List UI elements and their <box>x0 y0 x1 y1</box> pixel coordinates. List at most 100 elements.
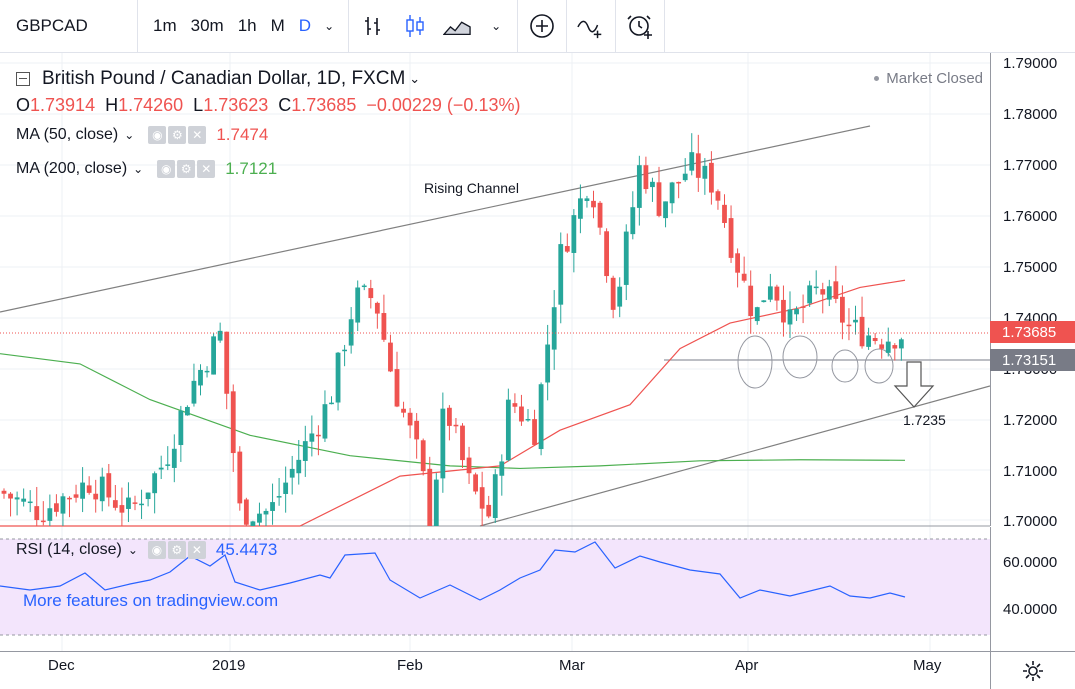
gear-icon[interactable]: ⚙ <box>177 160 196 178</box>
candle-body <box>663 201 668 219</box>
candle-body <box>276 496 282 498</box>
close-icon[interactable]: ✕ <box>188 126 207 144</box>
candle-body <box>270 502 275 511</box>
candle-body <box>224 331 230 394</box>
candle-body <box>335 352 341 403</box>
candle-body <box>73 494 79 498</box>
candle-style-icon[interactable] <box>401 12 429 40</box>
ma50-line <box>0 279 906 527</box>
candle-body <box>145 492 151 500</box>
support-price-tag: 1.73151 <box>990 349 1075 371</box>
candle-body <box>368 288 374 299</box>
rsi-axis[interactable]: 60.0000 40.0000 <box>990 527 1075 651</box>
interval-1h[interactable]: 1h <box>237 16 257 35</box>
support-ellipse <box>782 335 818 379</box>
candle-body <box>676 181 682 184</box>
alert-group <box>616 0 666 53</box>
candle-body <box>892 345 898 349</box>
watermark-link[interactable]: More features on tradingview.com <box>23 591 279 610</box>
interval-30m[interactable]: 30m <box>190 16 224 35</box>
time-axis[interactable]: Dec 2019 Feb Mar Apr May <box>0 651 990 689</box>
series-title-row: British Pound / Canadian Dollar, 1D, FXC… <box>16 66 530 92</box>
bar-style-icon[interactable] <box>359 12 387 40</box>
price-tick: 1.76000 <box>1003 208 1058 225</box>
candle-body <box>263 510 269 515</box>
candle-body <box>198 369 203 386</box>
candle-body <box>191 380 197 404</box>
eye-icon[interactable]: ◉ <box>157 160 176 178</box>
candle-body <box>40 520 46 523</box>
candle-body <box>158 467 164 470</box>
candle-body <box>86 485 92 493</box>
candle-body <box>767 286 773 300</box>
low-value: 1.73623 <box>203 94 269 115</box>
candle-body <box>171 448 177 468</box>
candle-body <box>14 497 20 500</box>
candle-body <box>846 324 852 327</box>
ma50-caret-icon[interactable]: ⌄ <box>124 128 135 142</box>
eye-icon[interactable]: ◉ <box>148 126 167 144</box>
interval-dropdown-icon[interactable]: ⌄ <box>324 19 335 33</box>
ma200-legend[interactable]: MA (200, close) ⌄ ◉ ⚙ ✕ 1.7121 <box>16 152 530 186</box>
rsi-tick: 60.0000 <box>1003 554 1058 571</box>
time-label: May <box>913 657 942 674</box>
interval-day[interactable]: D <box>298 16 312 35</box>
candle-body <box>283 482 289 494</box>
ma50-legend[interactable]: MA (50, close) ⌄ ◉ ⚙ ✕ 1.7474 <box>16 118 530 152</box>
ma200-line <box>0 353 906 470</box>
candle-body <box>813 286 819 289</box>
low-label: L <box>193 94 204 115</box>
candle-body <box>401 408 406 413</box>
close-icon[interactable]: ✕ <box>197 160 216 178</box>
support-ellipse <box>737 335 773 389</box>
alert-icon[interactable] <box>626 12 654 40</box>
price-tick: 1.75000 <box>1003 259 1058 276</box>
candle-body <box>610 277 616 310</box>
candle-body <box>237 451 243 504</box>
gear-icon[interactable]: ⚙ <box>168 126 187 144</box>
collapse-icon[interactable] <box>16 72 30 86</box>
interval-month[interactable]: M <box>270 16 285 35</box>
eye-icon[interactable]: ◉ <box>147 541 166 559</box>
candle-body <box>499 461 505 476</box>
price-tick: 1.70000 <box>1003 513 1058 530</box>
gear-icon[interactable]: ⚙ <box>167 541 186 559</box>
candle-body <box>414 420 420 440</box>
market-status-text: Market Closed <box>886 70 983 87</box>
candle-body <box>126 497 131 509</box>
candle-body <box>342 349 347 352</box>
candle-body <box>538 384 544 450</box>
candle-body <box>447 407 452 426</box>
rsi-legend[interactable]: RSI (14, close) ⌄ ◉ ⚙ ✕ 45.4473 <box>16 540 277 560</box>
candle-body <box>47 508 53 521</box>
candle-body <box>558 244 564 305</box>
open-value: 1.73914 <box>30 94 96 115</box>
candle-body <box>505 399 511 461</box>
symbol-search[interactable]: GBPCAD <box>0 0 138 53</box>
time-label: Feb <box>397 657 423 674</box>
candle-body <box>250 521 256 526</box>
ma200-caret-icon[interactable]: ⌄ <box>133 162 144 176</box>
open-label: O <box>16 94 31 115</box>
close-icon[interactable]: ✕ <box>187 541 206 559</box>
candle-body <box>492 474 498 519</box>
area-style-icon[interactable] <box>443 12 471 40</box>
chart-settings-button[interactable] <box>990 651 1075 689</box>
rsi-caret-icon[interactable]: ⌄ <box>127 543 138 557</box>
ma200-label: MA (200, close) <box>16 160 128 177</box>
candle-body <box>728 218 734 258</box>
channel-label: Rising Channel <box>424 180 519 196</box>
candle-body <box>853 319 858 323</box>
indicators-icon[interactable] <box>577 12 605 40</box>
series-title: British Pound / Canadian Dollar, 1D, FXC… <box>42 68 406 89</box>
indicators-group <box>567 0 617 53</box>
chart-canvas[interactable] <box>0 53 990 651</box>
interval-1m[interactable]: 1m <box>153 16 177 35</box>
chart-style-dropdown-icon[interactable]: ⌄ <box>491 19 502 33</box>
price-axis[interactable]: 1.79000 1.78000 1.77000 1.76000 1.75000 … <box>990 53 1075 530</box>
last-price-tag: 1.73685 <box>990 321 1075 343</box>
series-menu-caret-icon[interactable]: ⌄ <box>409 71 421 86</box>
drawings <box>0 125 990 527</box>
compare-plus-icon[interactable] <box>528 12 556 40</box>
high-label: H <box>105 94 119 115</box>
